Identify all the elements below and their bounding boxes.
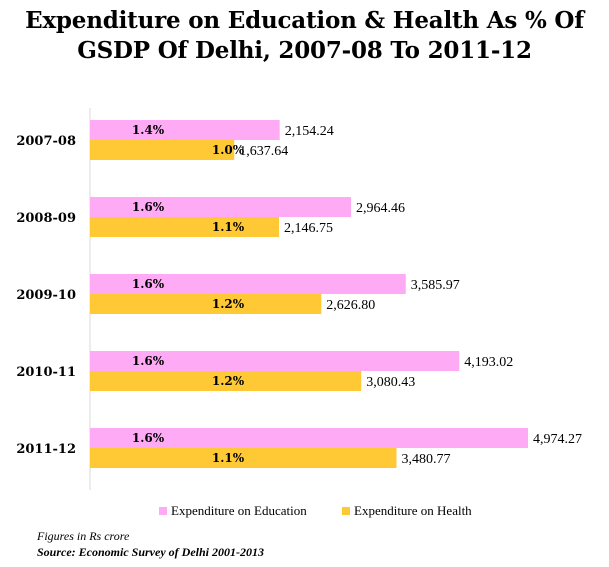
health-value-label: 2,146.75	[284, 221, 333, 236]
chart-title: Expenditure on Education & Health As % O…	[0, 6, 609, 66]
education-value-label: 2,154.24	[285, 124, 334, 139]
education-percent-label: 1.6%	[132, 431, 165, 445]
education-value-label: 3,585.97	[411, 278, 460, 293]
health-percent-label: 1.1%	[212, 451, 245, 465]
education-percent-label: 1.6%	[132, 354, 165, 368]
category-label: 2009-10	[16, 288, 76, 303]
education-bar	[90, 120, 280, 140]
chart-title-line2: GSDP Of Delhi, 2007-08 To 2011-12	[77, 37, 532, 64]
source-note: Source: Economic Survey of Delhi 2001-20…	[37, 545, 264, 559]
category-label: 2011-12	[16, 442, 76, 457]
health-percent-label: 1.2%	[212, 374, 245, 388]
legend-swatch-health	[342, 507, 350, 515]
category-label: 2008-09	[16, 211, 76, 226]
education-bar	[90, 351, 460, 371]
legend-label-health: Expenditure on Health	[354, 503, 472, 518]
health-percent-label: 1.2%	[212, 297, 245, 311]
health-bar	[90, 217, 280, 237]
chart-notes: Figures in Rs crore Source: Economic Sur…	[37, 528, 264, 560]
education-bar	[90, 197, 352, 217]
health-value-label: 3,080.43	[366, 375, 415, 390]
education-value-label: 4,193.02	[464, 355, 513, 370]
legend-label-education: Expenditure on Education	[171, 503, 307, 518]
health-bar	[90, 294, 322, 314]
health-value-label: 3,480.77	[401, 452, 450, 467]
education-percent-label: 1.6%	[132, 200, 165, 214]
health-value-label: 2,626.80	[326, 298, 375, 313]
footnote: Figures in Rs crore	[37, 529, 130, 543]
legend-swatch-education	[159, 507, 167, 515]
education-bar	[90, 274, 406, 294]
health-bar	[90, 448, 397, 468]
health-percent-label: 1.0%	[212, 143, 245, 157]
health-bar	[90, 140, 235, 160]
education-value-label: 4,974.27	[533, 432, 582, 447]
category-label: 2007-08	[16, 134, 76, 149]
health-percent-label: 1.1%	[212, 220, 245, 234]
chart-title-line1: Expenditure on Education & Health As % O…	[25, 7, 584, 34]
education-percent-label: 1.6%	[132, 277, 165, 291]
category-label: 2010-11	[16, 365, 76, 380]
education-percent-label: 1.4%	[132, 123, 165, 137]
education-bar	[90, 428, 528, 448]
health-bar	[90, 371, 362, 391]
education-value-label: 2,964.46	[356, 201, 405, 216]
health-value-label: 1,637.64	[239, 144, 288, 159]
